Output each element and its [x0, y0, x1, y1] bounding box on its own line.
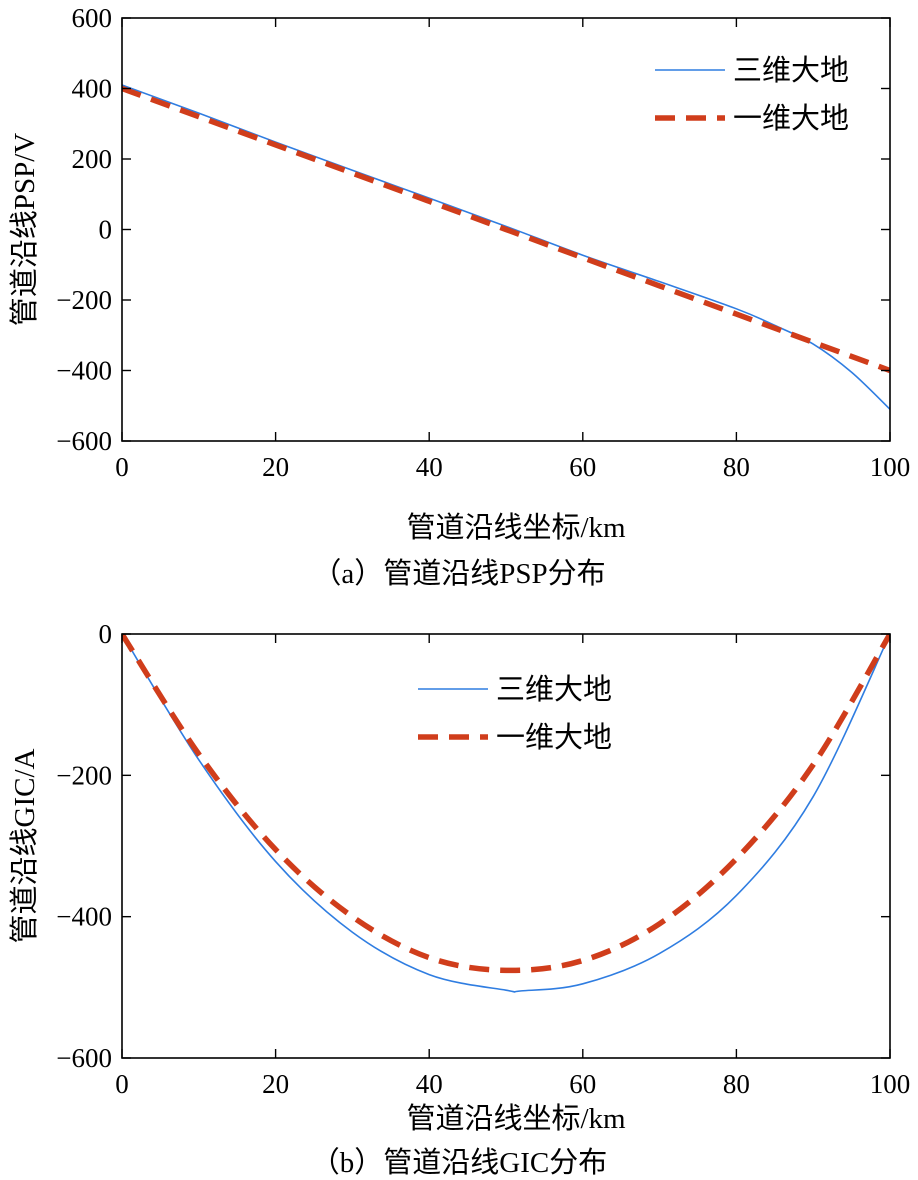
x-tick-label: 20 — [262, 1069, 289, 1099]
x-axis-label: 管道沿线坐标/km — [406, 511, 626, 544]
x-tick-label: 20 — [262, 452, 289, 482]
x-tick-label: 100 — [870, 1069, 911, 1099]
y-tick-label: −400 — [56, 902, 112, 932]
x-tick-label: 40 — [416, 1069, 443, 1099]
plot-frame — [121, 633, 891, 1059]
x-axis-label: 管道沿线坐标/km — [406, 1102, 626, 1135]
series-line-1 — [122, 634, 890, 993]
figure-caption: （b）管道沿线GIC分布 — [311, 1146, 607, 1179]
y-tick-label: 600 — [72, 3, 113, 33]
y-tick-label: −600 — [56, 426, 112, 456]
x-tick-label: 60 — [569, 452, 596, 482]
y-tick-label: 400 — [72, 74, 113, 104]
y-axis-label: 管道沿线GIC/A — [8, 748, 41, 943]
y-tick-label: 200 — [72, 144, 113, 174]
x-tick-label: 100 — [870, 452, 911, 482]
figure-caption: （a）管道沿线PSP分布 — [312, 557, 605, 590]
series-line-2 — [122, 85, 890, 374]
legend-label: 三维大地 — [496, 673, 612, 706]
y-tick-label: 0 — [99, 215, 113, 245]
series-line-2 — [122, 634, 890, 974]
y-axis-label: 管道沿线PSP/V — [8, 133, 41, 326]
x-tick-label: 60 — [569, 1069, 596, 1099]
y-tick-label: −200 — [56, 285, 112, 315]
legend-label: 一维大地 — [733, 102, 849, 135]
x-tick-label: 40 — [416, 452, 443, 482]
chart-b: 0 20 40 60 80 100 0 −200 −400 −600 管道沿线GIC/A 管道沿线坐标… — [8, 619, 910, 1179]
x-tick-label: 80 — [723, 1069, 750, 1099]
legend-label: 三维大地 — [733, 54, 849, 87]
y-tick-label: −400 — [56, 356, 112, 386]
y-tick-label: −200 — [56, 760, 112, 790]
y-tick-label: 0 — [99, 619, 113, 649]
y-tick-label: −600 — [56, 1043, 112, 1073]
x-tick-label: 0 — [115, 452, 129, 482]
legend-label: 一维大地 — [496, 721, 612, 754]
x-tick-label: 80 — [723, 452, 750, 482]
x-tick-label: 0 — [115, 1069, 129, 1099]
chart-a: 0 20 40 60 80 100 600 400 200 0 −200 −400 −600 管道沿线PS… — [8, 3, 910, 590]
